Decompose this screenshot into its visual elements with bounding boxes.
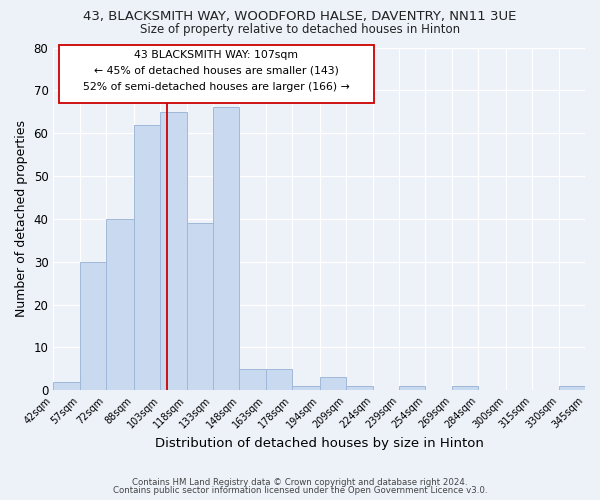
Bar (266, 369, 292, 390)
FancyBboxPatch shape (59, 46, 374, 103)
Text: 43, BLACKSMITH WAY, WOODFORD HALSE, DAVENTRY, NN11 3UE: 43, BLACKSMITH WAY, WOODFORD HALSE, DAVE… (83, 10, 517, 23)
Bar (320, 378, 346, 390)
Text: 52% of semi-detached houses are larger (166) →: 52% of semi-detached houses are larger (… (83, 82, 350, 92)
Y-axis label: Number of detached properties: Number of detached properties (15, 120, 28, 318)
Bar (239, 369, 266, 390)
Text: Contains public sector information licensed under the Open Government Licence v3: Contains public sector information licen… (113, 486, 487, 495)
X-axis label: Distribution of detached houses by size in Hinton: Distribution of detached houses by size … (155, 437, 484, 450)
Bar (292, 386, 320, 390)
Bar (346, 386, 373, 390)
Text: Size of property relative to detached houses in Hinton: Size of property relative to detached ho… (140, 22, 460, 36)
Text: Contains HM Land Registry data © Crown copyright and database right 2024.: Contains HM Land Registry data © Crown c… (132, 478, 468, 487)
Bar (452, 386, 478, 390)
Bar (399, 386, 425, 390)
Bar (134, 124, 160, 390)
Bar (80, 262, 106, 390)
Text: 43 BLACKSMITH WAY: 107sqm: 43 BLACKSMITH WAY: 107sqm (134, 50, 298, 59)
Bar (213, 108, 239, 391)
Bar (559, 386, 585, 390)
Bar (187, 223, 213, 390)
Bar (106, 219, 134, 390)
Text: ← 45% of detached houses are smaller (143): ← 45% of detached houses are smaller (14… (94, 66, 339, 76)
Bar (160, 112, 187, 390)
Bar (53, 382, 80, 390)
